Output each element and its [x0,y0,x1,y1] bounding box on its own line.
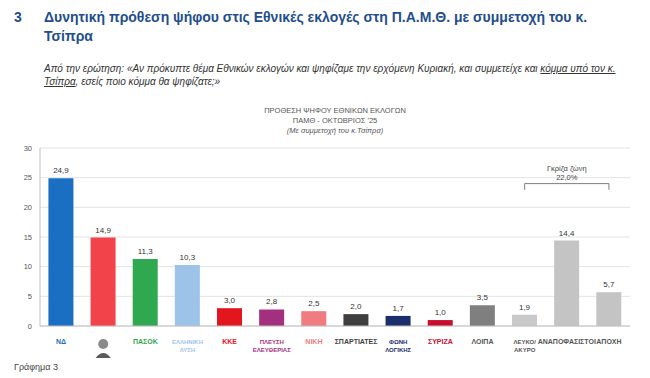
svg-text:ΣΥΡΙΖΑ: ΣΥΡΙΖΑ [428,338,453,345]
svg-text:1,0: 1,0 [435,308,447,317]
svg-text:ΣΠΑΡΤΙΑΤΕΣ: ΣΠΑΡΤΙΑΤΕΣ [335,338,378,345]
svg-text:25: 25 [24,173,32,182]
svg-text:10: 10 [24,262,32,271]
svg-text:ΑΝΑΠΟΦΑΣΙΣΤΟΙ: ΑΝΑΠΟΦΑΣΙΣΤΟΙ [538,338,596,345]
html-text:Από την ερώτηση: «Αν πρόκυπτε: Από την ερώτηση: «Αν πρόκυπτε θέμα Εθνικ… [44,63,616,87]
svg-text:11,3: 11,3 [138,247,154,256]
svg-text:ΑΠΟΧΗ: ΑΠΟΧΗ [596,338,621,345]
svg-text:ΠΛΕΥΣΗ: ΠΛΕΥΣΗ [260,339,284,345]
svg-text:ΛΥΣΗ: ΛΥΣΗ [180,347,195,353]
svg-text:ΛΕΥΚΟ/: ΛΕΥΚΟ/ [513,339,536,345]
svg-text:ΕΛΛΗΝΙΚΗ: ΕΛΛΗΝΙΚΗ [172,339,203,345]
svg-text:ΝΔ: ΝΔ [56,338,66,345]
svg-text:3,0: 3,0 [224,296,236,305]
svg-text:1,9: 1,9 [519,303,531,312]
html-text:ΠΑΜΘ - ΟΚΤΩΒΡΙΟΣ '25: ΠΑΜΘ - ΟΚΤΩΒΡΙΟΣ '25 [292,116,378,125]
svg-text:ΛΟΓΙΚΗΣ: ΛΟΓΙΚΗΣ [385,347,411,353]
svg-text:0: 0 [28,322,32,331]
svg-text:5,7: 5,7 [603,280,615,289]
svg-text:2,5: 2,5 [308,299,320,308]
svg-text:14,4: 14,4 [559,229,575,238]
svg-text:20: 20 [24,203,32,212]
svg-text:30: 30 [24,144,32,153]
svg-text:ΛΟΙΠΑ: ΛΟΙΠΑ [472,338,494,345]
svg-text:ΑΚΥΡΟ: ΑΚΥΡΟ [514,347,536,353]
svg-text:ΦΩΝΗ: ΦΩΝΗ [389,339,407,345]
html-text:3: 3 [14,9,22,25]
html-text:Γράφημα 3: Γράφημα 3 [14,362,58,372]
svg-text:Γκρίζα ζώνη: Γκρίζα ζώνη [547,164,587,173]
svg-text:2,0: 2,0 [350,302,362,311]
svg-text:10,3: 10,3 [180,253,196,262]
html-text:ΠΡΟΘΕΣΗ ΨΗΦΟΥ ΕΘΝΙΚΩΝ ΕΚΛΟΓΩΝ: ΠΡΟΘΕΣΗ ΨΗΦΟΥ ΕΘΝΙΚΩΝ ΕΚΛΟΓΩΝ [264,106,406,115]
svg-text:5: 5 [28,292,32,301]
svg-text:24,9: 24,9 [53,166,69,175]
svg-text:15: 15 [24,233,32,242]
svg-text:ΝΙΚΗ: ΝΙΚΗ [305,338,322,345]
svg-text:ΠΑΣΟΚ: ΠΑΣΟΚ [133,338,158,345]
html-text:(Με συμμετοχή του κ.Τσίπρα): (Με συμμετοχή του κ.Τσίπρα) [286,126,384,135]
svg-text:ΚΚΕ: ΚΚΕ [222,338,237,345]
svg-text:22,0%: 22,0% [556,173,578,182]
svg-text:3,5: 3,5 [477,293,489,302]
svg-text:14,9: 14,9 [95,226,111,235]
svg-text:ΕΛΕΥΘΕΡΙΑΣ: ΕΛΕΥΘΕΡΙΑΣ [253,347,291,353]
html-text:Δυνητική πρόθεση ψήφου στις Εθ: Δυνητική πρόθεση ψήφου στις Εθνικές εκλο… [44,9,588,44]
svg-text:2,8: 2,8 [266,297,278,306]
svg-text:1,7: 1,7 [393,304,405,313]
